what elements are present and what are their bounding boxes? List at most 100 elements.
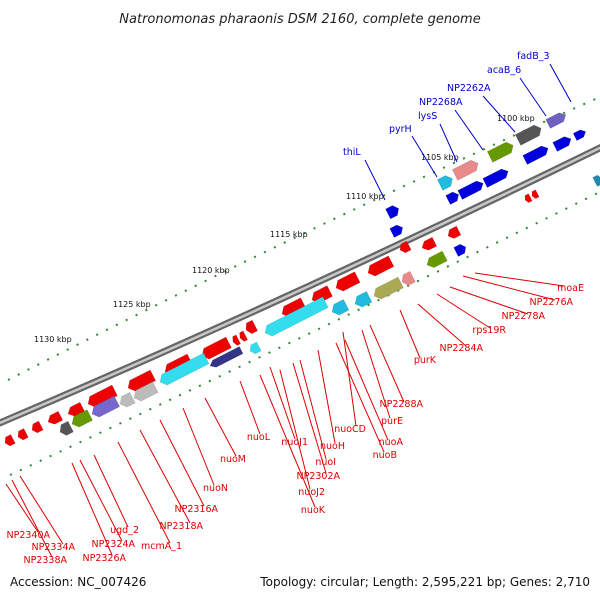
reverse-gene-label-nuoj2[interactable]: nuoJ2 xyxy=(298,487,325,498)
reverse-gene-label-pure[interactable]: purE xyxy=(381,416,403,427)
gene-feature xyxy=(389,224,403,238)
reverse-gene-label-nuon[interactable]: nuoN xyxy=(203,483,228,494)
gene-feature xyxy=(592,174,600,187)
forward-gene-label-thil[interactable]: thiL xyxy=(343,147,361,158)
reverse-gene-label-moae[interactable]: moaE xyxy=(557,283,584,294)
gene-feature xyxy=(59,420,74,436)
forward-gene-label-acab-6[interactable]: acaB_6 xyxy=(487,65,521,76)
reverse-gene-label-nuom[interactable]: nuoM xyxy=(220,454,246,465)
kbp-label-1100-kbp: 1100 kbp xyxy=(497,114,535,123)
leader-line-np2278a xyxy=(449,286,529,315)
gene-feature xyxy=(311,285,333,304)
leader-line-pure xyxy=(361,329,391,419)
leader-line-ugd-2 xyxy=(93,454,129,528)
reverse-gene-label-np2278a[interactable]: NP2278A xyxy=(501,311,545,322)
reverse-gene-label-np2338a[interactable]: NP2338A xyxy=(23,555,67,566)
leader-line-nuol xyxy=(239,380,261,435)
leader-line-np2302a xyxy=(292,362,327,474)
leader-line-mcma-1 xyxy=(117,441,171,544)
reverse-gene-label-np2316a[interactable]: NP2316A xyxy=(174,504,218,515)
leader-line-fadb-3 xyxy=(549,63,572,103)
reverse-gene-label-ugd-2[interactable]: ugd_2 xyxy=(110,525,139,536)
reverse-gene-label-nuok[interactable]: nuoK xyxy=(301,505,326,516)
reverse-gene-label-np2324a[interactable]: NP2324A xyxy=(91,539,135,550)
kbp-label-1110-kbp: 1110 kbp xyxy=(346,192,384,201)
leader-line-nuoh xyxy=(317,349,336,444)
reverse-gene-label-nuoa[interactable]: nuoA xyxy=(379,437,404,448)
leader-line-np2268a xyxy=(454,109,484,151)
gene-labels: fadB_3 acaB_6 NP2262A NP2268A lysS pyrH thiL mo… xyxy=(5,51,584,566)
forward-gene-label-pyrh[interactable]: pyrH xyxy=(389,124,412,135)
reverse-gene-label-np2340a[interactable]: NP2340A xyxy=(6,530,50,541)
leader-line-np2262a xyxy=(482,95,516,133)
genome-summary-text: Topology: circular; Length: 2,595,221 bp… xyxy=(259,575,590,589)
gene-feature xyxy=(514,124,542,146)
gene-feature xyxy=(239,330,248,342)
gene-feature xyxy=(426,250,448,268)
leader-line-np2318a xyxy=(139,429,191,524)
gene-feature xyxy=(436,175,453,191)
reverse-gene-label-nuoj1[interactable]: nuoJ1 xyxy=(281,437,308,448)
gene-feature xyxy=(133,381,159,402)
reverse-gene-label-rps19r[interactable]: rps19R xyxy=(472,325,506,336)
reverse-gene-label-nuocd[interactable]: nuoCD xyxy=(334,424,366,435)
gene-feature xyxy=(354,291,373,308)
reverse-gene-label-np2334a[interactable]: NP2334A xyxy=(31,542,75,553)
gene-feature xyxy=(522,145,549,165)
forward-gene-label-lyss[interactable]: lysS xyxy=(418,111,437,122)
forward-gene-label-np2262a[interactable]: NP2262A xyxy=(447,83,491,94)
leader-line-np2324a xyxy=(79,459,123,542)
kbp-label-1115-kbp: 1115 kbp xyxy=(270,230,308,239)
gene-feature xyxy=(249,341,262,355)
kbp-tick-labels: 1100 kbp 1105 kbp 1110 kbp 1115 kbp 1120 kbp… xyxy=(34,114,535,344)
reverse-gene-label-nuoh[interactable]: nuoH xyxy=(320,441,345,452)
gene-feature xyxy=(385,205,399,220)
reverse-gene-label-purk[interactable]: purK xyxy=(414,355,437,366)
leader-line-nuoj2 xyxy=(279,369,311,490)
reverse-gene-label-np2284a[interactable]: NP2284A xyxy=(439,343,483,354)
gene-feature xyxy=(572,129,587,141)
leader-line-np2288a xyxy=(369,324,405,403)
gene-feature xyxy=(399,240,412,254)
genome-backbone-highlight xyxy=(0,146,600,425)
reverse-gene-label-mcma-1[interactable]: mcmA_1 xyxy=(141,541,182,552)
gene-feature xyxy=(447,225,462,239)
gene-feature xyxy=(331,299,350,316)
leader-line-nuoa xyxy=(344,339,389,441)
reverse-gene-label-np2302a[interactable]: NP2302A xyxy=(296,471,340,482)
gene-feature xyxy=(264,296,329,337)
forward-gene-label-np2268a[interactable]: NP2268A xyxy=(419,97,463,108)
leader-line-nuok xyxy=(259,374,316,508)
gene-feature xyxy=(552,136,572,152)
gene-feature xyxy=(451,159,479,181)
gene-feature xyxy=(245,319,258,335)
leader-line-nuom xyxy=(204,397,237,457)
reverse-gene-label-np2276a[interactable]: NP2276A xyxy=(529,297,573,308)
leader-line-moae xyxy=(474,272,565,287)
reverse-gene-label-nuol[interactable]: nuoL xyxy=(247,432,271,443)
leader-line-nuon xyxy=(182,407,215,486)
gene-feature xyxy=(91,395,121,418)
reverse-gene-label-np2288a[interactable]: NP2288A xyxy=(379,399,423,410)
leader-line-np2276a xyxy=(462,275,556,301)
forward-gene-label-fadb-3[interactable]: fadB_3 xyxy=(517,51,550,62)
gene-feature xyxy=(457,180,484,200)
gene-feature xyxy=(373,276,404,300)
gene-feature xyxy=(524,193,533,203)
leader-line-acab-6 xyxy=(519,77,547,117)
reverse-gene-label-np2326a[interactable]: NP2326A xyxy=(82,553,126,564)
gene-feature xyxy=(47,410,64,425)
gene-feature xyxy=(119,391,136,408)
reverse-gene-label-nuoi[interactable]: nuoI xyxy=(315,457,336,468)
kbp-label-1130-kbp: 1130 kbp xyxy=(34,335,72,344)
leader-line-np2338a xyxy=(11,479,53,558)
gene-feature xyxy=(482,168,509,188)
accession-text: Accession: NC_007426 xyxy=(10,575,146,589)
leader-line-nuoj1 xyxy=(269,366,296,440)
map-title: Natronomonas pharaonis DSM 2160, complet… xyxy=(119,12,480,27)
reverse-gene-label-nuob[interactable]: nuoB xyxy=(373,450,397,461)
reverse-gene-label-np2318a[interactable]: NP2318A xyxy=(159,521,203,532)
leader-line-nuocd xyxy=(342,331,357,427)
gene-feature xyxy=(445,191,459,205)
